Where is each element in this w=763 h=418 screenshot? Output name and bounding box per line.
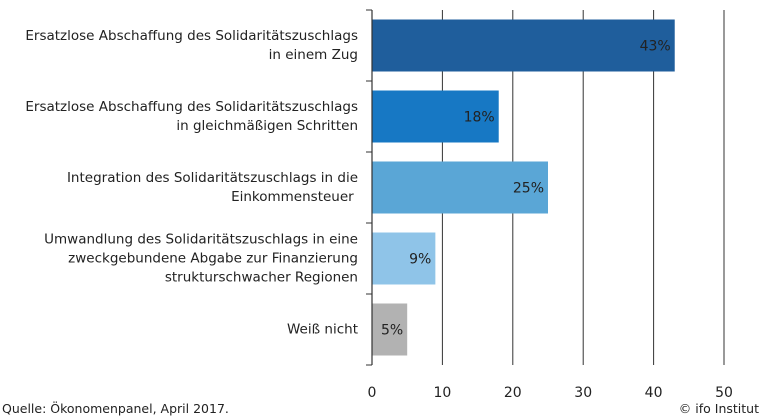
bar (372, 232, 436, 285)
value-label: 25% (513, 181, 544, 197)
category-label: Ersatzlose Abschaffung des Solidaritätsz… (25, 27, 358, 63)
bar (372, 303, 408, 356)
x-tick-label: 0 (368, 385, 377, 401)
bar (372, 161, 548, 214)
credit: © ifo Institut (678, 401, 759, 416)
value-label: 5% (381, 323, 403, 339)
category-label: Weiß nicht (287, 321, 358, 337)
x-tick-label: 40 (645, 385, 663, 401)
category-label: Umwandlung des Solidaritätszuschlags in … (44, 231, 358, 285)
x-tick-label: 10 (433, 385, 451, 401)
source: Quelle: Ökonomenpanel, April 2017. (2, 401, 229, 416)
value-label: 18% (464, 110, 495, 126)
bar (372, 90, 499, 143)
category-label: Integration des Solidaritätszuschlags in… (66, 169, 358, 205)
x-tick-label: 50 (715, 385, 733, 401)
bar (372, 19, 675, 72)
value-label: 43% (640, 39, 671, 55)
x-tick-label: 20 (504, 385, 522, 401)
category-label: Ersatzlose Abschaffung des Solidaritätsz… (25, 98, 358, 134)
x-tick-label: 30 (574, 385, 592, 401)
value-label: 9% (409, 252, 431, 268)
